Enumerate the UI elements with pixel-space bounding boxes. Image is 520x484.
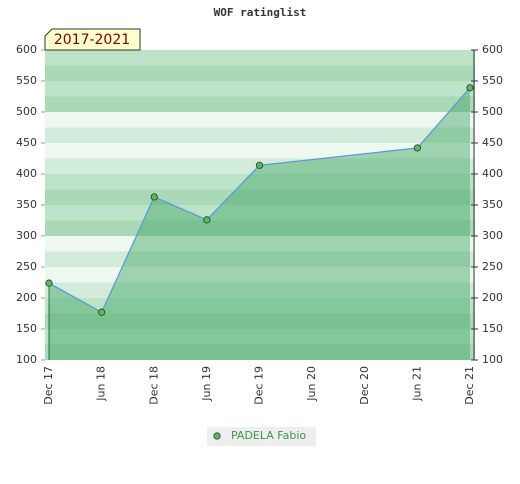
y-tick-label: 300 bbox=[16, 229, 37, 242]
y-tick-label: 250 bbox=[16, 260, 37, 273]
marker bbox=[466, 84, 474, 92]
y2-tick-label: 450 bbox=[482, 136, 503, 149]
y2-tick-label: 600 bbox=[482, 43, 503, 56]
legend-marker bbox=[213, 432, 221, 440]
y2-tick-label: 350 bbox=[482, 198, 503, 211]
grid-band bbox=[45, 282, 475, 298]
legend-label: PADELA Fabio bbox=[231, 429, 306, 442]
chart-title: WOF ratinglist bbox=[214, 6, 307, 19]
x-tick-label: Jun 18 bbox=[95, 366, 108, 402]
y2-tick-label: 400 bbox=[482, 167, 503, 180]
grid-band bbox=[45, 81, 475, 97]
y-tick-label: 350 bbox=[16, 198, 37, 211]
grid-band bbox=[45, 236, 475, 252]
y-tick-label: 500 bbox=[16, 105, 37, 118]
x-tick-label: Dec 19 bbox=[253, 366, 266, 405]
x-tick-label: Jun 19 bbox=[200, 366, 213, 402]
y-tick-label: 550 bbox=[16, 74, 37, 87]
grid-band bbox=[45, 96, 475, 112]
legend-box bbox=[207, 427, 316, 446]
grid-band bbox=[45, 65, 475, 81]
area bbox=[49, 87, 470, 360]
y2-tick-label: 250 bbox=[482, 260, 503, 273]
y-tick-label: 100 bbox=[16, 353, 37, 366]
annotation-box bbox=[44, 28, 141, 51]
marker bbox=[203, 216, 211, 224]
x-tick-label: Jun 20 bbox=[305, 366, 318, 402]
y2-tick-label: 100 bbox=[482, 353, 503, 366]
x-tick-label: Jun 21 bbox=[410, 366, 423, 402]
x-tick-label: Dec 21 bbox=[463, 366, 476, 405]
grid-band bbox=[45, 127, 475, 143]
marker bbox=[98, 308, 106, 316]
grid-band bbox=[45, 313, 475, 329]
grid-band bbox=[45, 344, 475, 360]
grid-band bbox=[45, 251, 475, 267]
annotation: 2017-2021 bbox=[54, 32, 130, 48]
grid-band bbox=[45, 298, 475, 314]
x-tick-label: Dec 17 bbox=[42, 366, 55, 405]
grid-band bbox=[45, 267, 475, 283]
grid-band bbox=[45, 329, 475, 345]
y-tick-label: 600 bbox=[16, 43, 37, 56]
marker bbox=[255, 161, 264, 169]
y-tick-label: 450 bbox=[16, 136, 37, 149]
marker bbox=[150, 193, 158, 201]
grid-band bbox=[45, 205, 475, 221]
y2-tick-label: 150 bbox=[482, 322, 503, 335]
y-tick-label: 400 bbox=[16, 167, 37, 180]
grid-band bbox=[45, 220, 475, 236]
y2-tick-label: 200 bbox=[482, 291, 503, 304]
marker bbox=[45, 279, 53, 287]
y2-tick-label: 550 bbox=[482, 74, 503, 87]
y2-tick-label: 500 bbox=[482, 105, 503, 118]
grid-band bbox=[45, 174, 475, 190]
grid-band bbox=[45, 50, 475, 66]
x-tick-label: Dec 18 bbox=[147, 366, 160, 405]
grid-band bbox=[45, 143, 475, 159]
marker bbox=[413, 144, 421, 152]
y2-tick-label: 300 bbox=[482, 229, 503, 242]
y-tick-label: 150 bbox=[16, 322, 37, 335]
plot-area bbox=[45, 50, 475, 360]
grid-band bbox=[45, 112, 475, 128]
x-tick-label: Dec 20 bbox=[358, 366, 371, 405]
y-tick-label: 200 bbox=[16, 291, 37, 304]
